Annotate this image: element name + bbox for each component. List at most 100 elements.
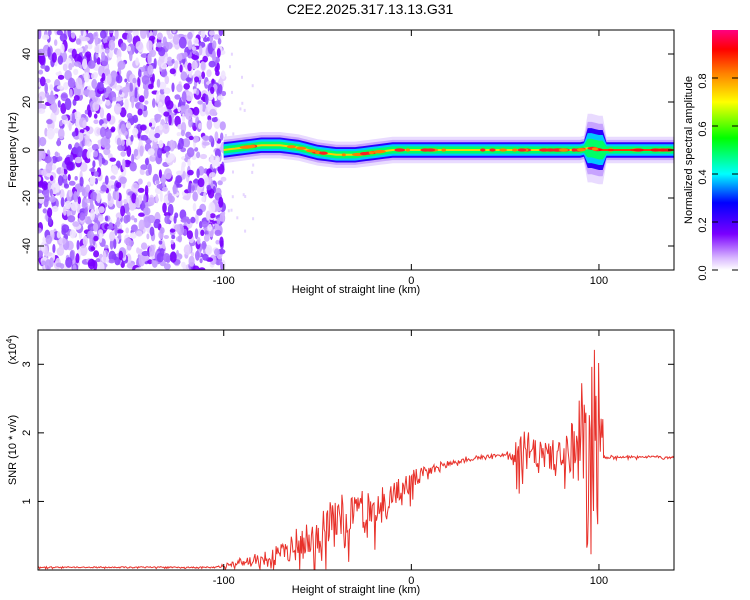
noise-blob [232,170,234,174]
noise-blob [140,169,145,176]
noise-blob [140,242,148,250]
noise-blob [110,165,119,174]
noise-blob [188,182,192,194]
noise-blob [203,234,210,242]
x-tick-label: -100 [213,575,235,587]
noise-blob [75,38,81,45]
noise-blob [104,215,109,222]
noise-blob [146,181,152,188]
noise-blob [117,144,125,151]
noise-blob [174,60,179,70]
noise-blob [54,151,59,157]
noise-blob [57,100,61,108]
noise-blob [129,161,137,172]
noise-blob [126,112,133,119]
noise-blob [68,180,76,186]
noise-blob [120,151,126,157]
noise-blob [164,75,170,85]
y-tick-label: 20 [21,96,33,108]
noise-blob [244,195,247,198]
noise-blob [109,239,114,250]
noise-blob [204,230,209,236]
noise-blob [59,263,65,269]
noise-blob [159,227,165,234]
noise-blob [46,119,53,125]
noise-blob [68,143,72,150]
noise-blob [198,45,203,56]
noise-blob [180,71,188,81]
noise-blob [108,259,115,264]
noise-blob [209,108,217,116]
noise-blob [162,36,167,47]
noise-blob [98,206,105,214]
noise-blob [126,32,133,44]
noise-blob [38,250,43,258]
noise-blob [67,77,76,88]
noise-blob [133,184,140,189]
noise-blob [38,176,42,182]
x-tick-label: 100 [590,575,608,587]
noise-blob [115,182,122,189]
noise-blob [82,188,86,196]
noise-blob [65,257,73,268]
noise-blob [139,145,144,157]
noise-blob [170,239,174,245]
noise-blob [201,135,210,141]
noise-blob [210,154,214,163]
noise-blob [230,208,233,212]
noise-blob [169,68,176,75]
noise-blob [231,90,233,94]
noise-blob [244,229,247,233]
noise-blob [220,70,226,80]
noise-blob [68,62,73,71]
noise-blob [42,189,50,198]
noise-blob [190,216,196,224]
noise-blob [207,223,213,232]
noise-blob [201,221,208,228]
noise-blob [192,191,198,202]
noise-blob [94,35,99,46]
noise-blob [155,193,159,204]
ridge-hotspot [558,148,569,152]
noise-blob [109,231,115,242]
noise-blob [171,82,175,93]
noise-blob [220,132,224,141]
noise-blob [206,119,213,130]
noise-blob [147,259,153,265]
noise-blob [191,55,199,60]
noise-blob [159,190,163,202]
ridge-hotspot [373,150,385,154]
noise-blob [169,251,177,263]
noise-blob [118,250,124,261]
noise-blob [139,124,147,131]
noise-blob [188,68,193,79]
noise-blob [137,187,145,193]
noise-blob [99,232,103,243]
noise-blob [167,192,173,203]
noise-blob [120,123,126,134]
noise-blob [96,193,101,204]
noise-blob [93,235,99,242]
noise-blob [192,265,200,270]
noise-blob [106,73,112,85]
noise-blob [91,73,95,79]
noise-blob [112,96,117,102]
noise-blob [38,69,44,75]
noise-blob [93,119,99,125]
noise-blob [67,174,71,181]
noise-blob [211,117,218,123]
noise-blob [153,147,159,157]
noise-blob [198,267,206,270]
noise-blob [219,236,224,248]
noise-blob [217,163,225,175]
noise-blob [49,188,54,197]
noise-blob [156,78,161,88]
noise-blob [163,253,171,263]
noise-blob [130,224,138,232]
noise-blob [252,217,255,221]
noise-blob [144,157,149,166]
noise-blob [69,229,77,239]
noise-blob [195,89,200,96]
noise-blob [95,207,99,216]
noise-blob [104,47,110,54]
